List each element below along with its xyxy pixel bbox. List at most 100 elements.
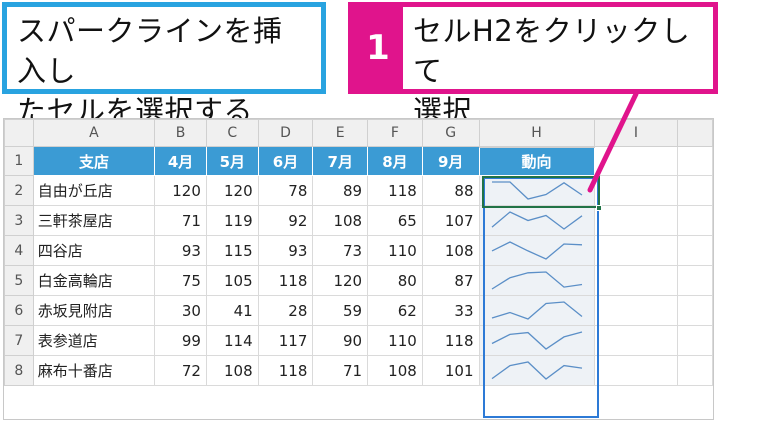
value-cell[interactable]: 114: [205, 325, 259, 356]
value-cell[interactable]: 41: [205, 295, 259, 326]
empty-cell[interactable]: [677, 355, 713, 386]
value-cell[interactable]: 120: [205, 175, 259, 206]
value-cell[interactable]: 59: [312, 295, 369, 326]
empty-cell[interactable]: [677, 235, 713, 266]
sparkline-cell[interactable]: [478, 205, 595, 236]
value-cell[interactable]: 119: [205, 205, 259, 236]
row-header[interactable]: 1: [4, 146, 34, 176]
value-cell[interactable]: 28: [257, 295, 314, 326]
header-cell[interactable]: 4月: [154, 146, 207, 176]
row-header[interactable]: 6: [4, 295, 34, 326]
row-header[interactable]: 4: [4, 235, 34, 266]
value-cell[interactable]: 118: [421, 325, 480, 356]
value-cell[interactable]: 117: [257, 325, 314, 356]
value-cell[interactable]: 65: [367, 205, 423, 236]
header-cell[interactable]: 6月: [257, 146, 314, 176]
value-cell[interactable]: 108: [312, 205, 369, 236]
value-cell[interactable]: 33: [421, 295, 480, 326]
column-header-f[interactable]: F: [367, 119, 423, 147]
branch-name-cell[interactable]: 自由が丘店: [32, 175, 156, 206]
value-cell[interactable]: 99: [154, 325, 207, 356]
value-cell[interactable]: 92: [257, 205, 314, 236]
value-cell[interactable]: 87: [421, 265, 480, 296]
table-row: 3 三軒茶屋店 71 119 92 108 65 107: [4, 205, 713, 236]
branch-name-cell[interactable]: 四谷店: [32, 235, 156, 266]
value-cell[interactable]: 101: [421, 355, 480, 386]
value-cell[interactable]: 93: [154, 235, 207, 266]
empty-cell[interactable]: [593, 205, 679, 236]
column-header-a[interactable]: A: [32, 119, 156, 147]
sparkline-cell[interactable]: [478, 355, 595, 386]
empty-cell[interactable]: [677, 325, 713, 356]
column-header-h[interactable]: H: [478, 119, 595, 148]
sparkline-cell[interactable]: [478, 295, 595, 326]
value-cell[interactable]: 110: [367, 325, 423, 356]
empty-cell[interactable]: [677, 146, 713, 176]
header-cell[interactable]: 5月: [205, 146, 259, 176]
value-cell[interactable]: 120: [154, 175, 207, 206]
value-cell[interactable]: 118: [257, 355, 314, 386]
row-header[interactable]: 5: [4, 265, 34, 296]
value-cell[interactable]: 118: [257, 265, 314, 296]
empty-cell[interactable]: [593, 355, 679, 386]
sparkline-cell[interactable]: [478, 175, 595, 206]
value-cell[interactable]: 89: [312, 175, 369, 206]
sparkline-cell[interactable]: [478, 235, 595, 266]
header-cell[interactable]: 7月: [312, 146, 369, 176]
empty-cell[interactable]: [593, 265, 679, 296]
row-header[interactable]: 3: [4, 205, 34, 236]
value-cell[interactable]: 108: [421, 235, 480, 266]
value-cell[interactable]: 71: [154, 205, 207, 236]
column-header-i[interactable]: I: [593, 119, 679, 147]
value-cell[interactable]: 62: [367, 295, 423, 326]
value-cell[interactable]: 78: [257, 175, 314, 206]
value-cell[interactable]: 120: [312, 265, 369, 296]
column-header-e[interactable]: E: [312, 119, 369, 147]
header-cell[interactable]: 動向: [478, 146, 595, 176]
value-cell[interactable]: 93: [257, 235, 314, 266]
select-all-corner[interactable]: [4, 119, 34, 147]
header-cell[interactable]: 8月: [367, 146, 423, 176]
value-cell[interactable]: 71: [312, 355, 369, 386]
column-header-b[interactable]: B: [154, 119, 207, 147]
value-cell[interactable]: 75: [154, 265, 207, 296]
empty-cell[interactable]: [677, 265, 713, 296]
row-header[interactable]: 7: [4, 325, 34, 356]
branch-name-cell[interactable]: 白金高輪店: [32, 265, 156, 296]
sparkline-cell[interactable]: [478, 325, 595, 356]
row-header[interactable]: 8: [4, 355, 34, 386]
branch-name-cell[interactable]: 赤坂見附店: [32, 295, 156, 326]
value-cell[interactable]: 115: [205, 235, 259, 266]
value-cell[interactable]: 88: [421, 175, 480, 206]
empty-cell[interactable]: [593, 325, 679, 356]
value-cell[interactable]: 90: [312, 325, 369, 356]
column-header-c[interactable]: C: [205, 119, 259, 147]
value-cell[interactable]: 105: [205, 265, 259, 296]
value-cell[interactable]: 30: [154, 295, 207, 326]
header-cell[interactable]: 9月: [421, 146, 480, 176]
value-cell[interactable]: 80: [367, 265, 423, 296]
value-cell[interactable]: 108: [367, 355, 423, 386]
empty-cell[interactable]: [593, 175, 679, 206]
column-header-g[interactable]: G: [421, 119, 480, 147]
branch-name-cell[interactable]: 麻布十番店: [32, 355, 156, 386]
value-cell[interactable]: 72: [154, 355, 207, 386]
sparkline-cell[interactable]: [478, 265, 595, 296]
empty-cell[interactable]: [593, 235, 679, 266]
empty-cell[interactable]: [677, 175, 713, 206]
value-cell[interactable]: 110: [367, 235, 423, 266]
empty-cell[interactable]: [677, 295, 713, 326]
branch-name-cell[interactable]: 表参道店: [32, 325, 156, 356]
branch-name-cell[interactable]: 三軒茶屋店: [32, 205, 156, 236]
empty-cell[interactable]: [593, 146, 679, 176]
empty-cell[interactable]: [593, 295, 679, 326]
value-cell[interactable]: 73: [312, 235, 369, 266]
header-cell[interactable]: 支店: [32, 146, 156, 176]
empty-cell[interactable]: [677, 205, 713, 236]
value-cell[interactable]: 107: [421, 205, 480, 236]
row-header[interactable]: 2: [4, 175, 34, 206]
column-header-d[interactable]: D: [257, 119, 314, 147]
value-cell[interactable]: 108: [205, 355, 259, 386]
column-header-j[interactable]: [677, 119, 713, 147]
value-cell[interactable]: 118: [367, 175, 423, 206]
